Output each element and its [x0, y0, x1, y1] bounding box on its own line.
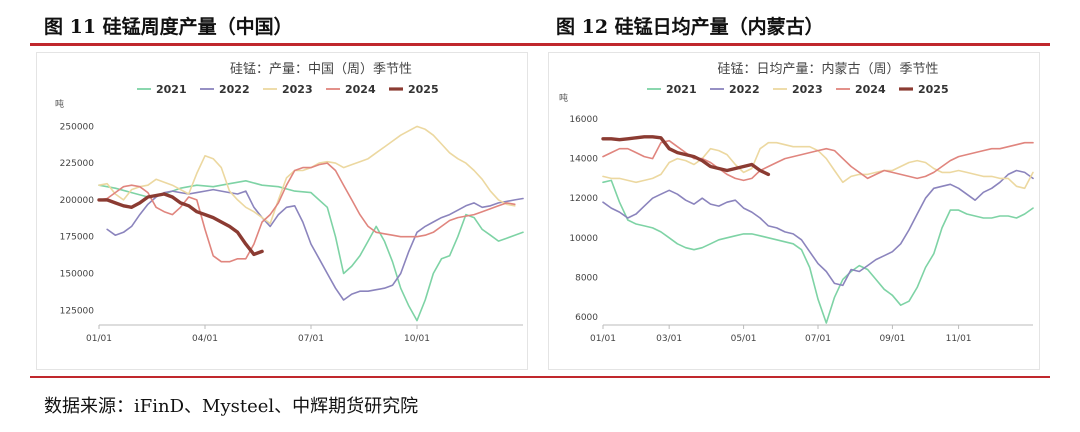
- y-tick-label: 150000: [60, 270, 95, 280]
- chart-panel-china-weekly: 硅锰：产量：中国（周）季节性吨 2021 2022 2023 2024 2025 12500…: [36, 52, 528, 370]
- legend-label-2021: 2021: [666, 83, 697, 96]
- y-tick-label: 10000: [569, 234, 598, 244]
- y-axis-unit-label: 吨: [559, 92, 568, 104]
- x-tick-label: 11/01: [946, 334, 972, 344]
- footer-divider: [30, 376, 1050, 378]
- legend-label-2023: 2023: [792, 83, 823, 96]
- legend-label-2025: 2025: [408, 83, 439, 96]
- y-tick-label: 14000: [569, 155, 598, 165]
- y-tick-label: 12000: [569, 194, 598, 204]
- legend-label-2022: 2022: [219, 83, 250, 96]
- legend-label-2021: 2021: [156, 83, 187, 96]
- chart-title: 硅锰：日均产量：内蒙古（周）季节性: [717, 61, 938, 77]
- y-tick-label: 200000: [60, 196, 95, 206]
- x-tick-label: 04/01: [192, 334, 218, 344]
- x-tick-label: 10/01: [404, 334, 430, 344]
- series-line-2024: [602, 139, 1034, 182]
- y-axis-unit-label: 吨: [55, 98, 64, 110]
- x-tick-label: 03/01: [656, 334, 682, 344]
- legend-label-2022: 2022: [729, 83, 760, 96]
- series-line-2021: [602, 179, 1034, 324]
- x-tick-label: 09/01: [879, 334, 905, 344]
- figure-12-title: 图 12 硅锰日均产量（内蒙古）: [556, 16, 824, 38]
- series-line-2022: [106, 188, 524, 301]
- legend-label-2023: 2023: [282, 83, 313, 96]
- y-tick-label: 6000: [575, 313, 598, 323]
- y-tick-label: 16000: [569, 115, 598, 125]
- figure-11-title: 图 11 硅锰周度产量（中国）: [44, 16, 293, 38]
- y-tick-label: 250000: [60, 122, 95, 132]
- x-tick-label: 05/01: [731, 334, 757, 344]
- y-tick-label: 225000: [60, 159, 95, 169]
- series-line-2023: [98, 125, 516, 225]
- series-line-2021: [98, 180, 524, 322]
- series-line-2023: [602, 141, 1034, 190]
- legend-label-2024: 2024: [855, 83, 886, 96]
- series-line-2024: [98, 162, 516, 263]
- chart-panel-inner-mongolia-daily: 硅锰：日均产量：内蒙古（周）季节性吨 2021 2022 2023 2024 2025 60…: [548, 52, 1040, 370]
- x-tick-label: 01/01: [590, 334, 616, 344]
- y-tick-label: 125000: [60, 306, 95, 316]
- x-tick-label: 07/01: [298, 334, 324, 344]
- legend-label-2024: 2024: [345, 83, 376, 96]
- x-tick-label: 01/01: [86, 334, 112, 344]
- x-tick-label: 07/01: [805, 334, 831, 344]
- series-line-2025: [97, 192, 264, 257]
- series-line-2025: [601, 135, 771, 177]
- legend-label-2025: 2025: [918, 83, 949, 96]
- data-source-note: 数据来源：iFinD、Mysteel、中辉期货研究院: [44, 396, 419, 417]
- y-tick-label: 175000: [60, 233, 95, 243]
- series-line-2022: [602, 169, 1034, 287]
- header-divider: [30, 43, 1050, 46]
- chart-title: 硅锰：产量：中国（周）季节性: [230, 62, 412, 77]
- y-tick-label: 8000: [575, 273, 598, 283]
